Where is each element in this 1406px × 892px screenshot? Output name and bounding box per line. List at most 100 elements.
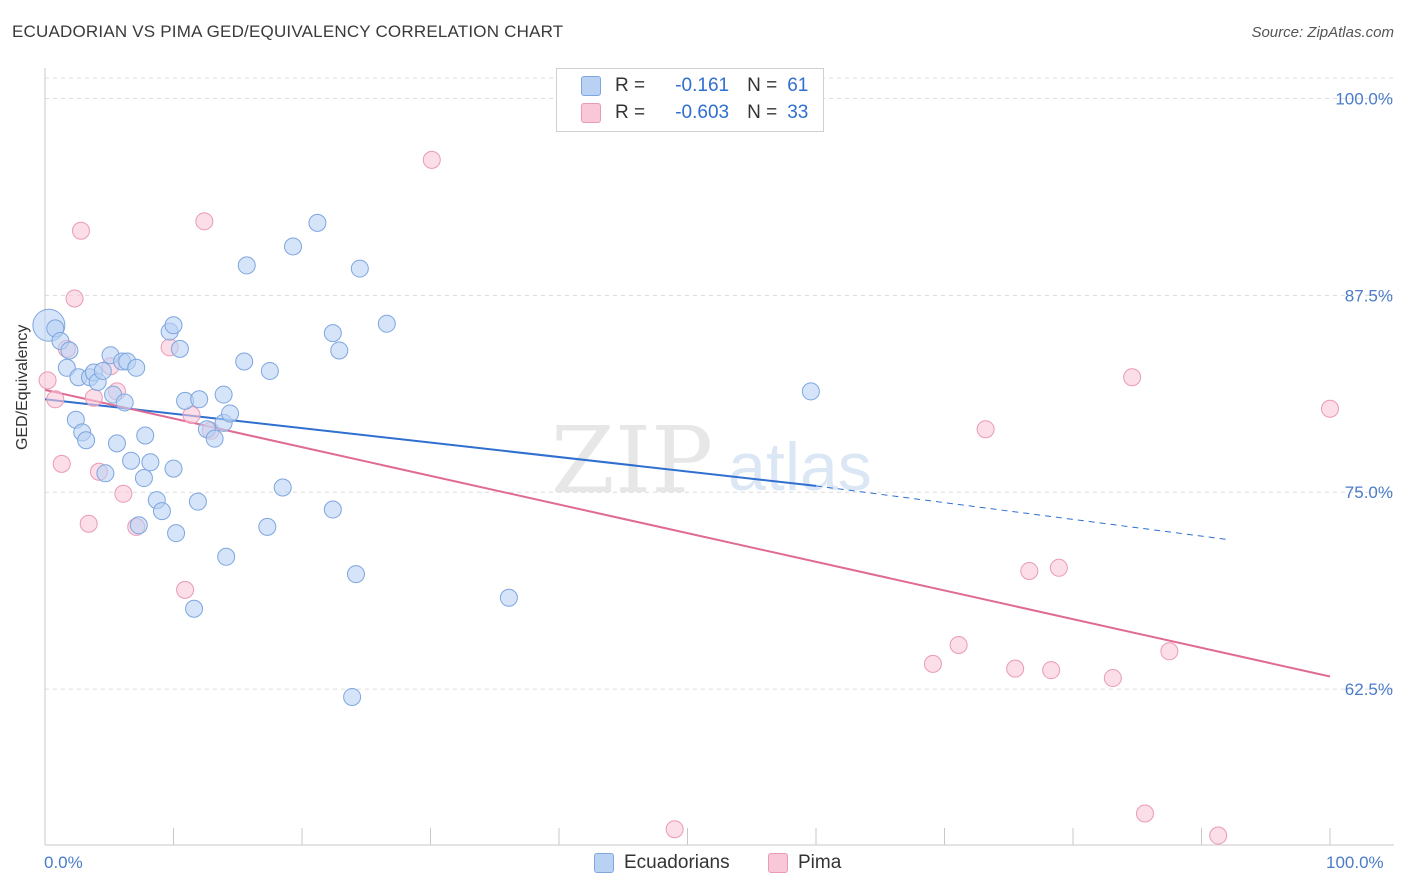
stats-legend: R = -0.161 N = 61 R = -0.603 N = 33 — [556, 68, 824, 132]
pima-point — [1160, 642, 1179, 661]
pima-point — [114, 484, 133, 503]
n-value: 33 — [787, 102, 809, 123]
legend-label: Ecuadorians — [624, 852, 730, 873]
ecuadorians-point — [152, 502, 171, 521]
legend-row-pima: R = -0.603 N = 33 — [581, 101, 808, 125]
ecuadorians-point — [122, 451, 141, 470]
watermark: ZIP atlas — [551, 407, 872, 514]
ecuadorians-point — [170, 339, 189, 358]
ecuadorians-point — [284, 237, 303, 256]
y-axis-label: GED/Equivalency — [14, 324, 31, 450]
ecuadorians-point — [107, 434, 126, 453]
pima-point — [1006, 659, 1025, 678]
ecuadorians-point — [221, 404, 240, 423]
bottom-legend-ecuadorians[interactable]: Ecuadorians — [594, 852, 730, 874]
ecuadorians-point — [350, 259, 369, 278]
pima-point — [52, 454, 71, 473]
pima-point — [923, 654, 942, 673]
ecuadorians-trend-extension — [815, 485, 1228, 540]
ecuadorians-point — [330, 341, 349, 360]
pima-point — [79, 514, 98, 533]
source-credit: Source: ZipAtlas.com — [1251, 24, 1394, 41]
ecuadorians-point — [237, 256, 256, 275]
pima-point — [84, 388, 103, 407]
ecuadorians-point — [323, 500, 342, 519]
axes-layer — [44, 68, 1394, 846]
ecuadorians-point — [190, 390, 209, 409]
ecuadorians-point — [141, 453, 160, 472]
ecuadorians-point — [308, 213, 327, 232]
pima-point — [1123, 368, 1142, 387]
grid-layer — [45, 77, 1394, 690]
ecuadorians-point — [499, 588, 518, 607]
ecuadorians-point — [96, 464, 115, 483]
x-min-label: 0.0% — [44, 853, 83, 872]
pima-point — [71, 221, 90, 240]
ecuadorians-point — [93, 361, 112, 380]
watermark-atlas: atlas — [728, 429, 872, 505]
ecuadorians-point — [164, 316, 183, 335]
pima-point — [38, 371, 57, 390]
ecuadorians-point — [136, 426, 155, 445]
r-label: R = — [615, 75, 646, 96]
scatter-points — [32, 150, 1339, 845]
pima-point — [1135, 804, 1154, 823]
pima-point — [665, 820, 684, 839]
pima-point — [176, 580, 195, 599]
pima-trend-line — [44, 388, 1331, 678]
ecuadorians-point — [188, 492, 207, 511]
ecuadorians-point — [77, 431, 96, 450]
y-tick-labels: 100.0% 87.5% 75.0% 62.5% — [1335, 89, 1393, 699]
ecuadorians-point — [205, 429, 224, 448]
ecuadorians-swatch — [594, 853, 614, 873]
n-label: N = — [747, 102, 778, 123]
n-value: 61 — [787, 75, 809, 96]
ecuadorians-point — [167, 524, 186, 543]
ecuadorians-trend-line — [44, 398, 817, 487]
watermark-zip: ZIP — [551, 407, 713, 514]
ecuadorians-point — [115, 393, 134, 412]
pima-point — [46, 390, 65, 409]
ecuadorians-point — [801, 382, 820, 401]
y-tick-label: 87.5% — [1345, 286, 1393, 305]
ecuadorians-swatch — [581, 76, 601, 96]
ecuadorians-point — [60, 341, 79, 360]
r-value: -0.161 — [675, 75, 730, 96]
pima-point — [1209, 826, 1228, 845]
chart-title: ECUADORIAN VS PIMA GED/EQUIVALENCY CORRE… — [12, 22, 564, 41]
bottom-legend-pima[interactable]: Pima — [768, 852, 841, 874]
ecuadorians-point — [323, 324, 342, 343]
y-tick-label: 75.0% — [1345, 483, 1393, 502]
ecuadorians-point — [129, 516, 148, 535]
ecuadorians-point — [127, 358, 146, 377]
ecuadorians-point — [235, 352, 254, 371]
ecuadorians-point — [377, 314, 396, 333]
pima-point — [422, 150, 441, 169]
trend-lines — [44, 388, 1331, 678]
pima-swatch — [581, 103, 601, 123]
pima-point — [195, 212, 214, 231]
ecuadorians-point — [343, 687, 362, 706]
ecuadorians-point — [164, 459, 183, 478]
x-max-label: 100.0% — [1326, 853, 1384, 872]
y-tick-label: 100.0% — [1335, 89, 1393, 108]
pima-point — [1103, 669, 1122, 688]
pima-point — [1020, 561, 1039, 580]
pima-point — [65, 289, 84, 308]
ecuadorians-point — [185, 599, 204, 618]
pima-point — [976, 420, 995, 439]
pima-point — [1042, 661, 1061, 680]
ecuadorians-point — [217, 547, 236, 566]
ecuadorians-point — [273, 478, 292, 497]
r-label: R = — [615, 102, 646, 123]
pima-point — [1049, 558, 1068, 577]
pima-swatch — [768, 853, 788, 873]
ecuadorians-point — [258, 517, 277, 536]
legend-row-ecuadorians: R = -0.161 N = 61 — [581, 74, 808, 98]
ecuadorians-point — [346, 565, 365, 584]
y-tick-label: 62.5% — [1345, 680, 1393, 699]
n-label: N = — [747, 75, 778, 96]
ecuadorians-point — [260, 361, 279, 380]
pima-point — [949, 635, 968, 654]
ecuadorians-point — [214, 385, 233, 404]
